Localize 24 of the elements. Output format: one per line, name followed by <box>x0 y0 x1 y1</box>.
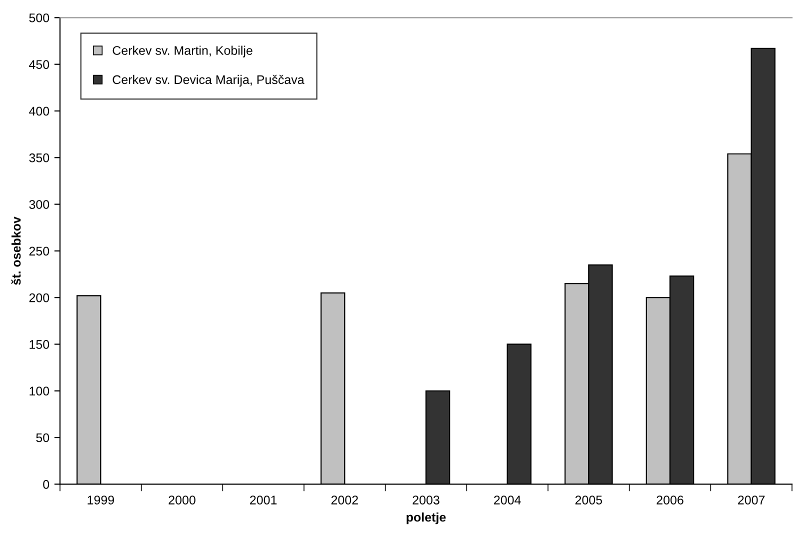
y-tick-label: 500 <box>29 13 50 22</box>
y-tick-label: 0 <box>43 480 50 489</box>
x-tick-label: 2002 <box>331 496 358 504</box>
x-tick-label: 2001 <box>250 496 277 504</box>
x-tick-label: 2003 <box>412 496 440 504</box>
y-tick-label: 200 <box>29 293 50 302</box>
y-tick-label: 350 <box>29 153 50 162</box>
x-axis-title: poletje <box>406 512 446 524</box>
y-tick-label: 300 <box>29 200 50 209</box>
y-tick-label: 450 <box>29 60 50 69</box>
y-tick-label: 50 <box>36 433 50 442</box>
x-tick-label: 2006 <box>656 496 684 504</box>
x-tick-label: 2000 <box>168 496 196 504</box>
x-tick-label: 2007 <box>738 496 765 504</box>
x-tick-label: 2005 <box>575 496 602 504</box>
legend-label: Cerkev sv. Devica Marija, Puščava <box>112 74 304 87</box>
legend-label: Cerkev sv. Martin, Kobilje <box>112 46 252 58</box>
y-tick-label: 150 <box>30 340 50 349</box>
x-tick-label: 2004 <box>494 496 521 504</box>
x-tick-label: 1999 <box>88 496 114 504</box>
y-axis-title: št. osebkov <box>11 216 21 285</box>
y-tick-label: 100 <box>30 386 50 396</box>
y-tick-label: 400 <box>29 106 50 116</box>
y-tick-label: 250 <box>29 246 50 256</box>
